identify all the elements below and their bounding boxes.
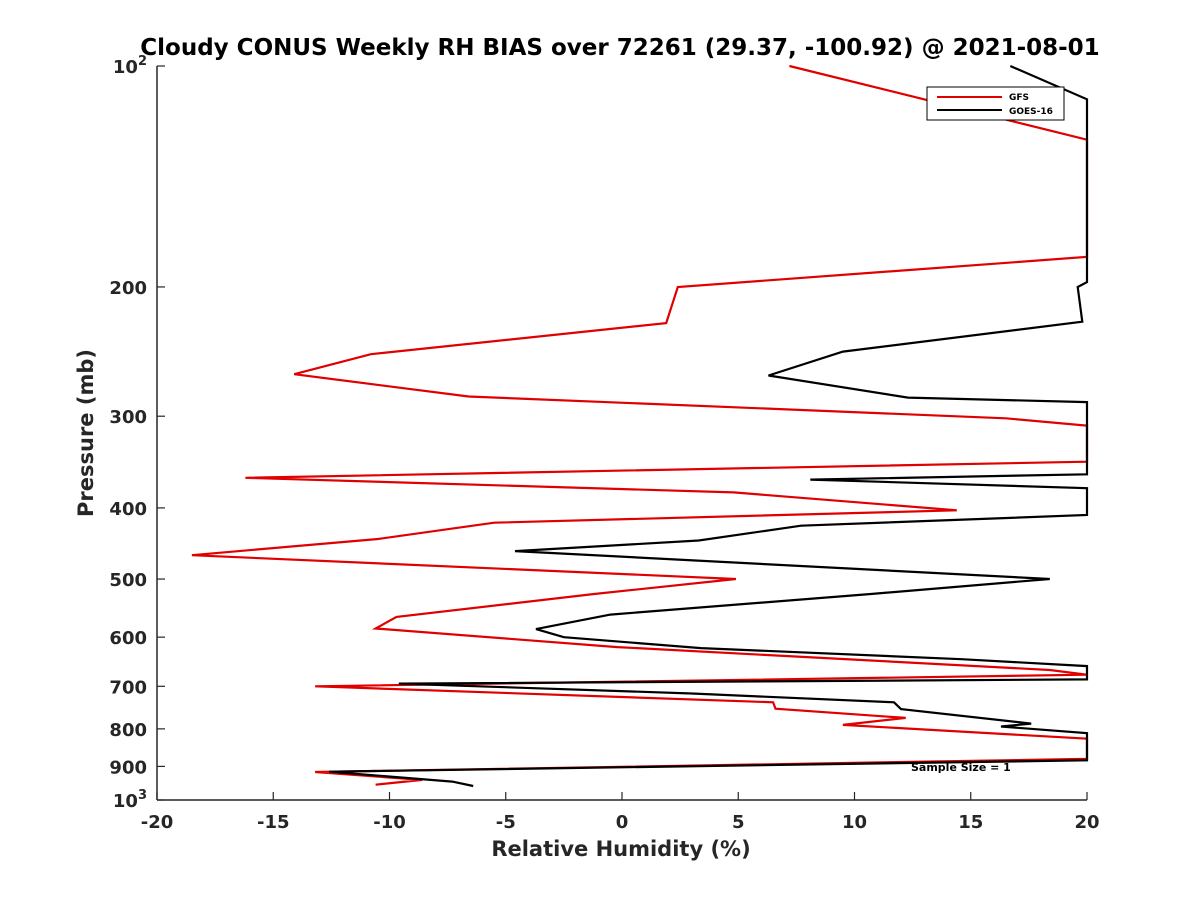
legend-box	[926, 86, 1065, 121]
y-tick-label: 103	[113, 788, 147, 812]
tick-layer: -20 -15 -10 -5 0 5 10 15 20 102 200 300 400 500 600 700…	[109, 54, 1099, 833]
series-line-goes16	[329, 64, 1089, 788]
series-line-gfs	[191, 64, 1089, 786]
x-axis-label: Relative Humidity (%)	[491, 837, 750, 861]
sample-size-annotation: Sample Size = 1	[911, 761, 1011, 774]
legend-label-gfs: GFS	[1009, 93, 1029, 103]
y-tick-label: 900	[109, 757, 147, 778]
y-axis-label: Pressure (mb)	[74, 349, 98, 517]
y-tick-label: 200	[109, 278, 147, 299]
y-tick-label: 700	[109, 677, 147, 698]
y-tick-label: 600	[109, 628, 147, 649]
y-tick-label: 300	[109, 407, 147, 428]
x-tick-label: 20	[1074, 812, 1099, 833]
y-tick-label: 102	[113, 54, 147, 78]
legend-label-goes16: GOES-16	[1009, 107, 1053, 117]
x-tick-label: 0	[616, 812, 629, 833]
y-tick-label: 800	[109, 720, 147, 741]
plot-background	[157, 66, 1087, 800]
plot-area: -20 -15 -10 -5 0 5 10 15 20 102 200 300 400 500 600 700…	[109, 54, 1099, 833]
series-layer	[191, 64, 1089, 788]
x-tick-label: -15	[257, 812, 290, 833]
x-tick-label: -10	[373, 812, 406, 833]
x-tick-label: -5	[496, 812, 516, 833]
y-tick-label: 500	[109, 570, 147, 591]
x-tick-label: 15	[958, 812, 983, 833]
x-tick-label: 10	[842, 812, 867, 833]
x-tick-label: -20	[141, 812, 174, 833]
chart-title: Cloudy CONUS Weekly RH BIAS over 72261 (…	[140, 35, 1099, 61]
y-tick-label: 400	[109, 499, 147, 520]
legend: GFS GOES-16	[926, 86, 1065, 121]
x-tick-label: 5	[732, 812, 745, 833]
